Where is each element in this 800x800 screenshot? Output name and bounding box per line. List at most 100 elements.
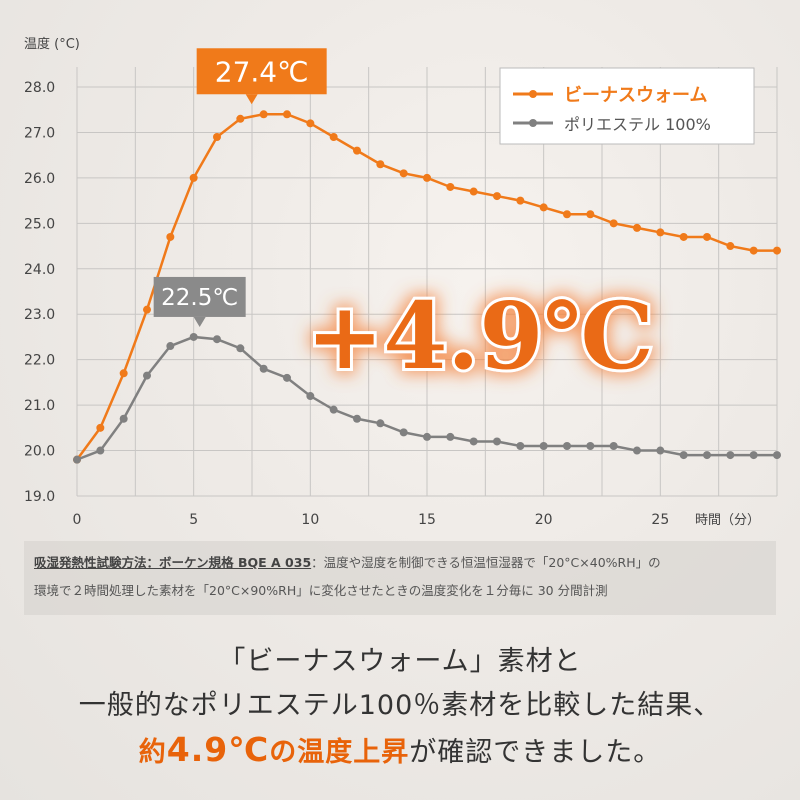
data-point [469, 437, 478, 446]
data-point [423, 432, 431, 441]
difference-callout: +4.9℃ [303, 279, 656, 393]
test-method-line1: ：温度や湿度を制御できる恒温恒湿器で「20°C×40%RH」の [311, 555, 661, 570]
x-tick-label: 10 [301, 512, 319, 528]
data-point [166, 232, 175, 241]
peak-annotation: 27.4℃ [196, 48, 327, 105]
y-tick-label: 20.0 [24, 444, 55, 460]
data-point [353, 414, 361, 423]
data-point [609, 442, 618, 451]
x-tick-label: 15 [418, 512, 436, 528]
data-point [656, 228, 665, 237]
legend-box [499, 67, 755, 145]
data-point [96, 423, 105, 432]
data-point [329, 405, 338, 414]
data-point [726, 451, 735, 460]
summary-line3: 約4.9℃の温度上昇が確認できました。 [0, 728, 800, 775]
data-point [446, 432, 455, 441]
data-point [539, 442, 548, 451]
y-tick-label: 19.0 [24, 489, 55, 505]
y-tick-label: 26.0 [24, 171, 55, 187]
annotation-text: 22.5℃ [161, 285, 238, 311]
test-method-note: 吸湿発熱性試験方法：ボーケン規格 BQE A 035：温度や湿度を制御できる恒温… [24, 541, 776, 615]
data-point [516, 442, 525, 451]
data-point [609, 219, 618, 228]
y-tick-label: 21.0 [24, 398, 55, 414]
y-tick-label: 24.0 [24, 262, 55, 278]
y-tick-label: 25.0 [24, 216, 55, 232]
data-point [189, 332, 198, 341]
data-point [283, 373, 291, 382]
data-point [703, 232, 711, 241]
annotation-pointer [193, 316, 206, 327]
data-point [119, 414, 128, 423]
legend-marker-2 [529, 119, 537, 127]
data-point [563, 442, 571, 451]
data-point [749, 451, 758, 460]
data-point [493, 192, 501, 201]
data-point [213, 132, 221, 141]
data-point [679, 232, 688, 241]
data-point [166, 342, 175, 351]
legend: ビーナスウォーム ポリエステル 100% [499, 67, 755, 145]
data-point [446, 182, 455, 191]
data-point [516, 196, 525, 205]
data-point [353, 146, 361, 155]
x-tick-label: 5 [189, 512, 198, 528]
data-point [259, 110, 268, 119]
data-point [306, 119, 315, 128]
data-point [493, 437, 501, 446]
test-method-row1: 吸湿発熱性試験方法：ボーケン規格 BQE A 035：温度や湿度を制御できる恒温… [34, 549, 766, 577]
data-point [329, 132, 338, 141]
annotation-pointer [245, 94, 258, 105]
data-point [119, 369, 128, 378]
x-tick-label: 20 [535, 512, 553, 528]
summary-text: 「ビーナスウォーム」素材と 一般的なポリエステル100％素材を比較した結果、 約… [0, 640, 800, 775]
x-axis: 0 5 10 15 20 25 [73, 512, 670, 528]
data-point [469, 187, 478, 196]
data-point [189, 173, 198, 182]
data-point [703, 451, 711, 460]
data-point [399, 428, 408, 437]
summary-value: 4.9℃ [166, 730, 270, 769]
callout-text: +4.9℃ [306, 282, 653, 390]
legend-series-1: ビーナスウォーム [564, 85, 707, 106]
annotation-text: 27.4℃ [215, 55, 309, 88]
test-method-line2: 環境で２時間処理した素材を「20°C×90%RH」に変化させたときの温度変化を１… [34, 583, 608, 598]
data-point [376, 419, 385, 428]
data-point [73, 455, 81, 464]
summary-line2: 一般的なポリエステル100％素材を比較した結果、 [78, 690, 722, 721]
y-tick-label: 27.0 [24, 125, 55, 141]
y-tick-label: 23.0 [24, 307, 55, 323]
data-point [96, 446, 105, 455]
data-point [586, 210, 595, 219]
data-point [423, 173, 431, 182]
annotation-box [196, 48, 327, 95]
data-point [306, 392, 315, 401]
legend-marker-1 [529, 90, 537, 98]
data-point [749, 246, 758, 255]
data-point [773, 451, 781, 460]
temperature-chart: 19.0 20.0 21.0 22.0 23.0 24.0 25.0 26.0 27.0 28.0… [24, 36, 781, 528]
summary-line1: 「ビーナスウォーム」素材と [218, 646, 582, 677]
data-point [236, 114, 245, 123]
data-point [143, 371, 151, 380]
y-tick-label: 22.0 [24, 353, 55, 369]
data-point [633, 223, 641, 232]
data-point [656, 446, 665, 455]
series-2 [73, 332, 781, 464]
summary-approx: 約 [138, 737, 167, 768]
data-point [563, 210, 571, 219]
summary-rise: の温度上昇 [269, 737, 410, 768]
y-axis-label: 温度 (°C) [24, 36, 80, 52]
data-point [236, 344, 245, 353]
y-tick-label: 28.0 [24, 80, 55, 96]
data-point [376, 160, 385, 169]
data-point [773, 246, 781, 255]
data-point [539, 203, 548, 212]
data-point [399, 169, 408, 178]
data-point [726, 242, 735, 251]
data-point [633, 446, 641, 455]
peak-annotation: 22.5℃ [153, 276, 246, 327]
x-tick-label: 25 [651, 512, 669, 528]
annotation-box [153, 276, 246, 317]
